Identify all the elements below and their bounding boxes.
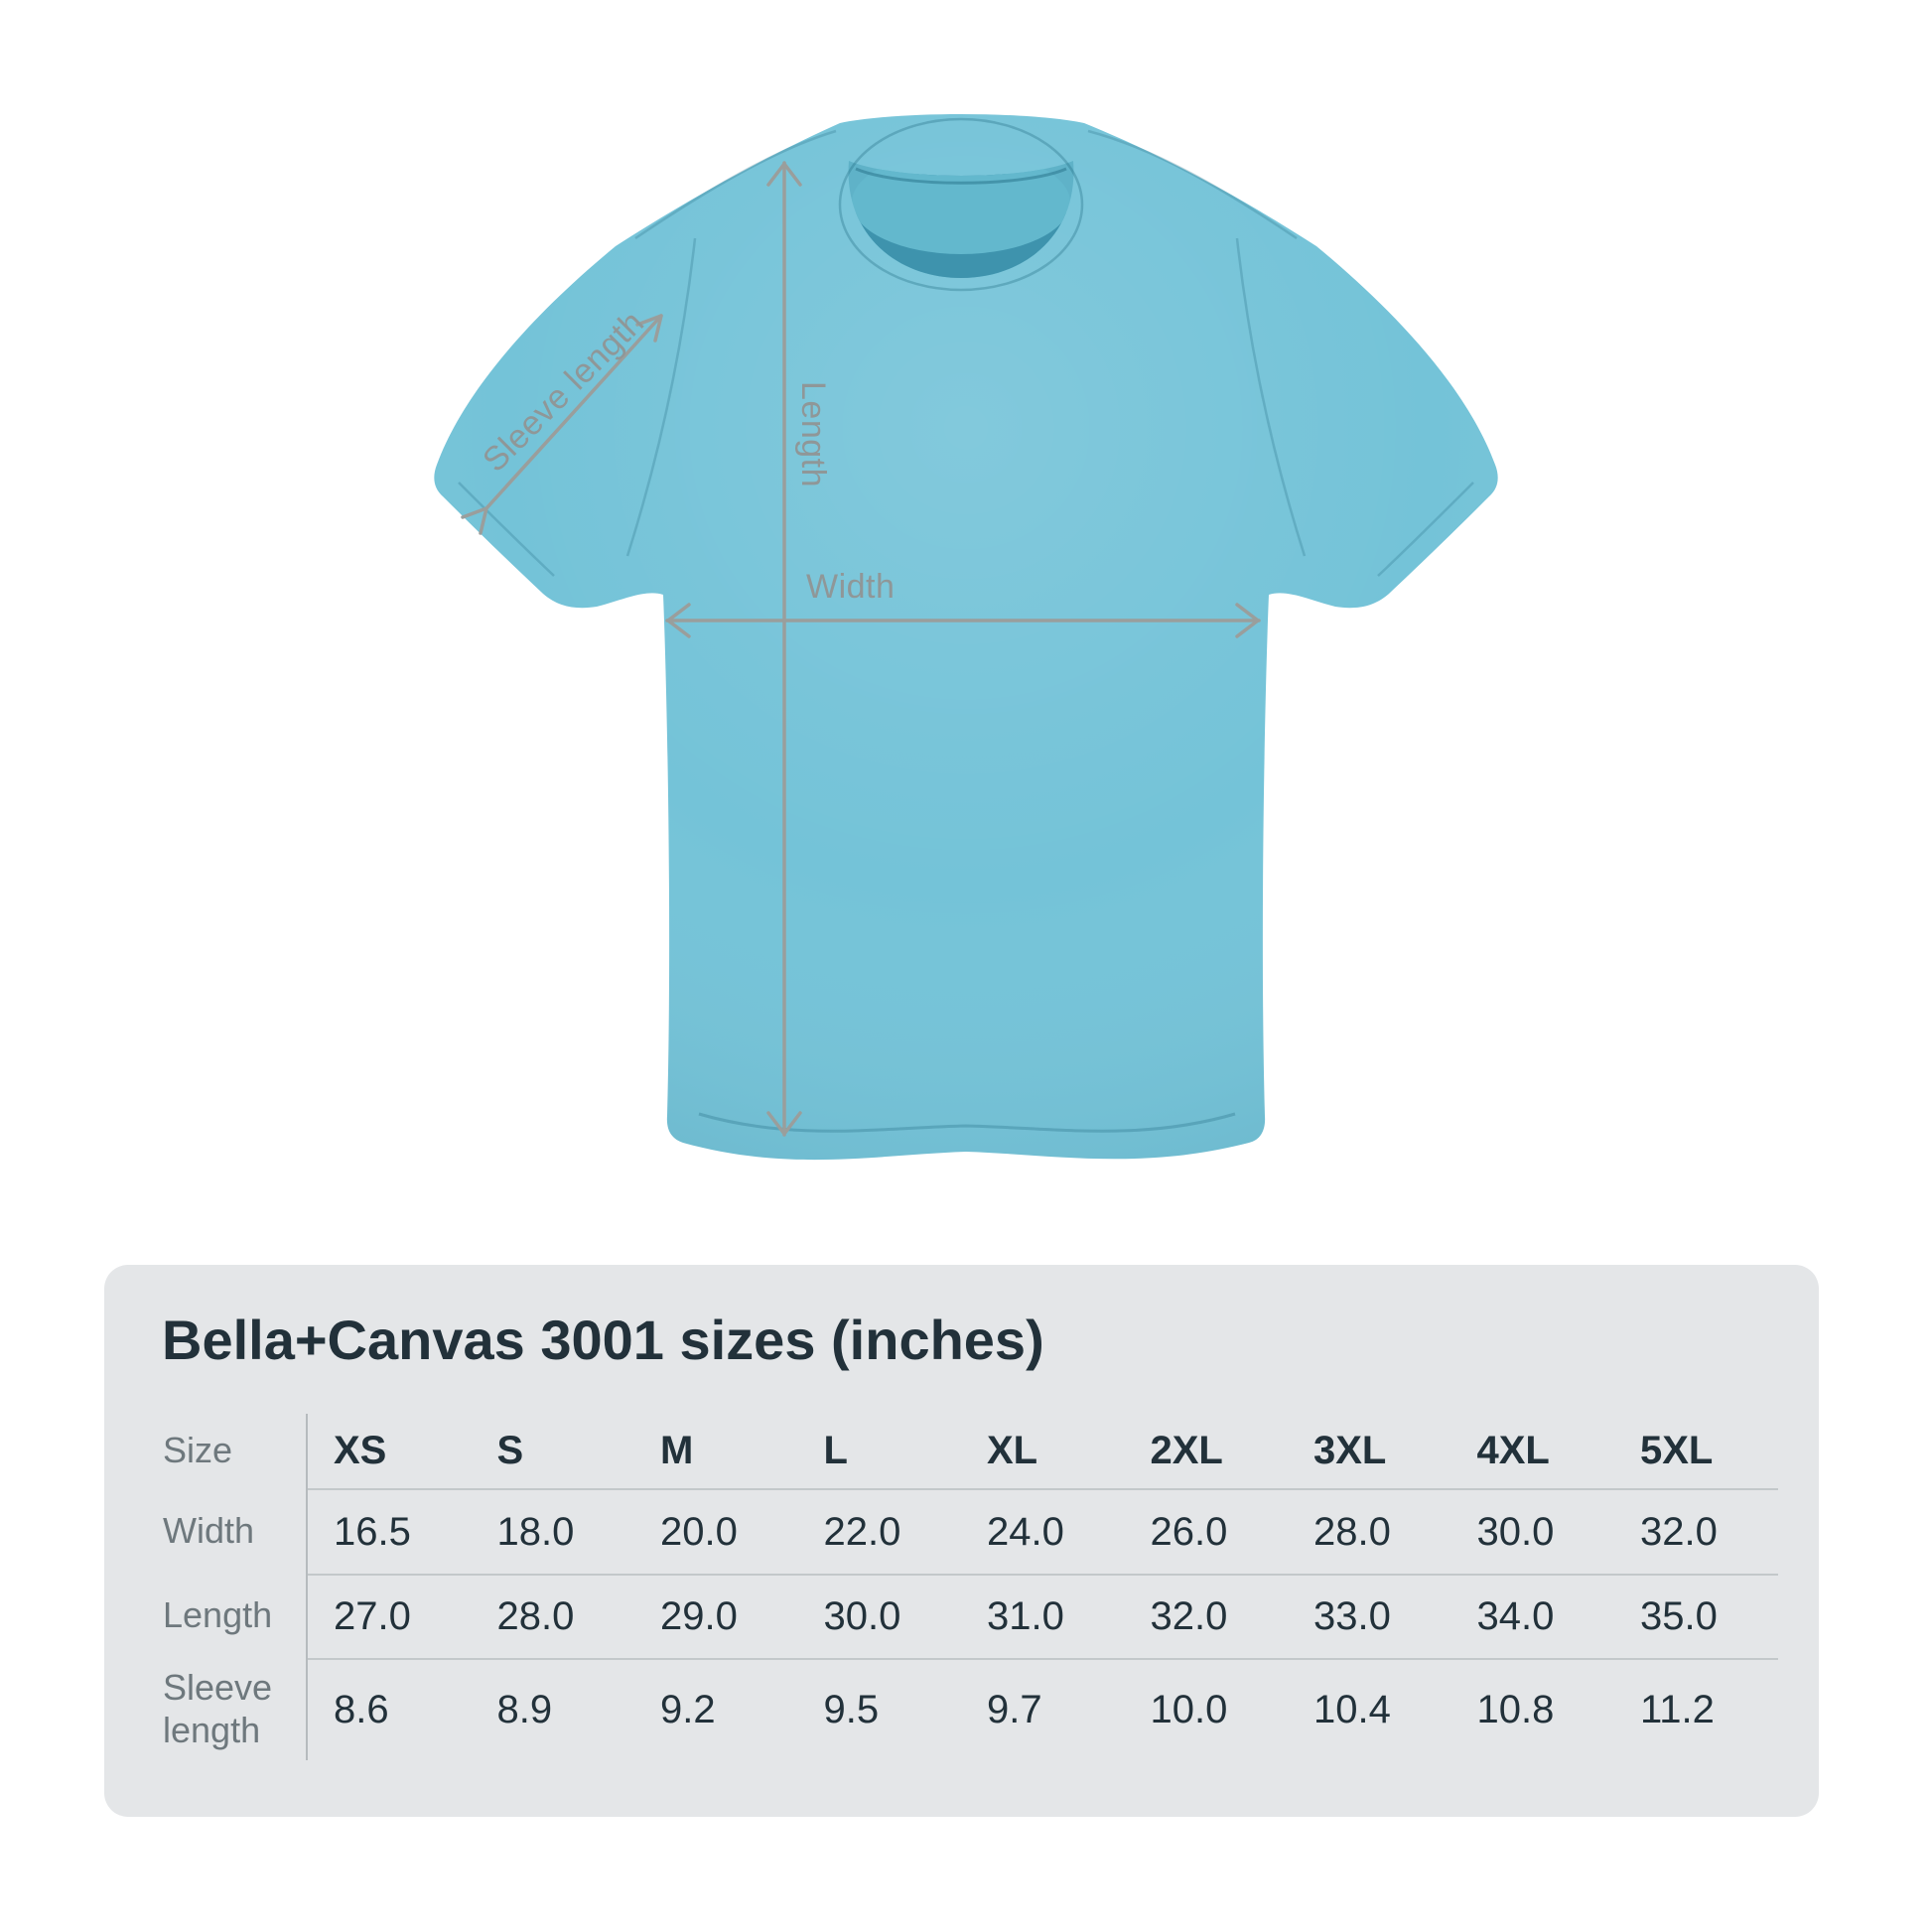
table-cell: 22.0	[797, 1488, 961, 1574]
table-cell: 28.0	[471, 1574, 634, 1658]
table-cell: 31.0	[961, 1574, 1125, 1658]
length-label: Length	[794, 381, 832, 487]
table-cell: 8.9	[471, 1658, 634, 1760]
length-arrow	[766, 161, 802, 1137]
table-cell: 30.0	[797, 1574, 961, 1658]
width-label: Width	[806, 568, 896, 606]
table-cell: 9.5	[797, 1658, 961, 1760]
collar-back-seam	[855, 167, 1067, 185]
table-cell: 26.0	[1124, 1488, 1288, 1574]
table-cell: 16.5	[308, 1488, 472, 1574]
left-shoulder-seam	[634, 129, 837, 240]
left-sleeve-stitch	[458, 482, 555, 577]
collar-band-seam	[838, 117, 1084, 292]
table-cell: 29.0	[634, 1574, 798, 1658]
column-header-3xl: 3XL	[1313, 1429, 1387, 1472]
right-shoulder-seam	[1087, 129, 1298, 240]
right-sleeve-stitch	[1377, 482, 1474, 577]
table-cell: 24.0	[961, 1488, 1125, 1574]
table-cell: 32.0	[1614, 1488, 1778, 1574]
table-cell: 32.0	[1124, 1574, 1288, 1658]
tshirt-graphic	[434, 114, 1498, 1161]
table-cell: 20.0	[634, 1488, 798, 1574]
table-cell: 10.4	[1288, 1658, 1451, 1760]
column-header-2xl: 2XL	[1150, 1429, 1223, 1472]
row-label-length: Length	[163, 1574, 308, 1658]
table-cell: 30.0	[1450, 1488, 1614, 1574]
column-header-s: S	[496, 1429, 524, 1472]
table-cell: 34.0	[1450, 1574, 1614, 1658]
collar	[838, 117, 1084, 292]
table-cell: 27.0	[308, 1574, 472, 1658]
size-table: Size XS S M L XL 2XL 3XL 4XL 5XL Width 1…	[163, 1414, 1778, 1760]
table-cell: 10.8	[1450, 1658, 1614, 1760]
size-chart-card: Bella+Canvas 3001 sizes (inches) Size XS…	[104, 1265, 1819, 1817]
table-cell: 33.0	[1288, 1574, 1451, 1658]
column-header-xs: XS	[334, 1429, 387, 1472]
width-arrow	[665, 603, 1261, 638]
row-label-sleeve-length: Sleeve length	[163, 1658, 308, 1760]
collar-back-panel	[852, 161, 1070, 254]
table-cell: 11.2	[1614, 1658, 1778, 1760]
column-header-m: M	[660, 1429, 694, 1472]
column-header-xl: XL	[987, 1429, 1038, 1472]
column-header-4xl: 4XL	[1476, 1429, 1550, 1472]
table-cell: 28.0	[1288, 1488, 1451, 1574]
size-table-corner-label: Size	[163, 1414, 308, 1488]
table-cell: 18.0	[471, 1488, 634, 1574]
table-cell: 9.2	[634, 1658, 798, 1760]
left-armhole-seam	[625, 237, 697, 557]
table-cell: 8.6	[308, 1658, 472, 1760]
size-chart-title: Bella+Canvas 3001 sizes (inches)	[162, 1309, 1044, 1371]
table-cell: 9.7	[961, 1658, 1125, 1760]
table-cell: 35.0	[1614, 1574, 1778, 1658]
row-label-width: Width	[163, 1488, 308, 1574]
sleeve-length-arrow	[461, 314, 663, 535]
table-cell: 10.0	[1124, 1658, 1288, 1760]
measurement-arrows	[461, 161, 1261, 1137]
right-armhole-seam	[1235, 237, 1307, 557]
column-header-l: L	[823, 1429, 848, 1472]
tshirt-shading	[434, 114, 1498, 1161]
column-header-5xl: 5XL	[1640, 1429, 1714, 1472]
